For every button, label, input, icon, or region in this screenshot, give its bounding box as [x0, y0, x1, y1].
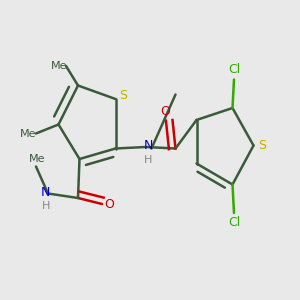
Text: O: O — [105, 197, 114, 211]
Text: S: S — [259, 139, 266, 152]
Text: Cl: Cl — [228, 216, 240, 229]
Text: Me: Me — [29, 154, 46, 164]
Text: Me: Me — [51, 61, 68, 71]
Text: N: N — [144, 139, 153, 152]
Text: Cl: Cl — [228, 63, 240, 76]
Text: Me: Me — [20, 128, 37, 139]
Text: N: N — [40, 185, 50, 199]
Text: H: H — [144, 155, 152, 165]
Text: S: S — [119, 89, 127, 103]
Text: O: O — [160, 105, 170, 118]
Text: H: H — [41, 201, 50, 211]
